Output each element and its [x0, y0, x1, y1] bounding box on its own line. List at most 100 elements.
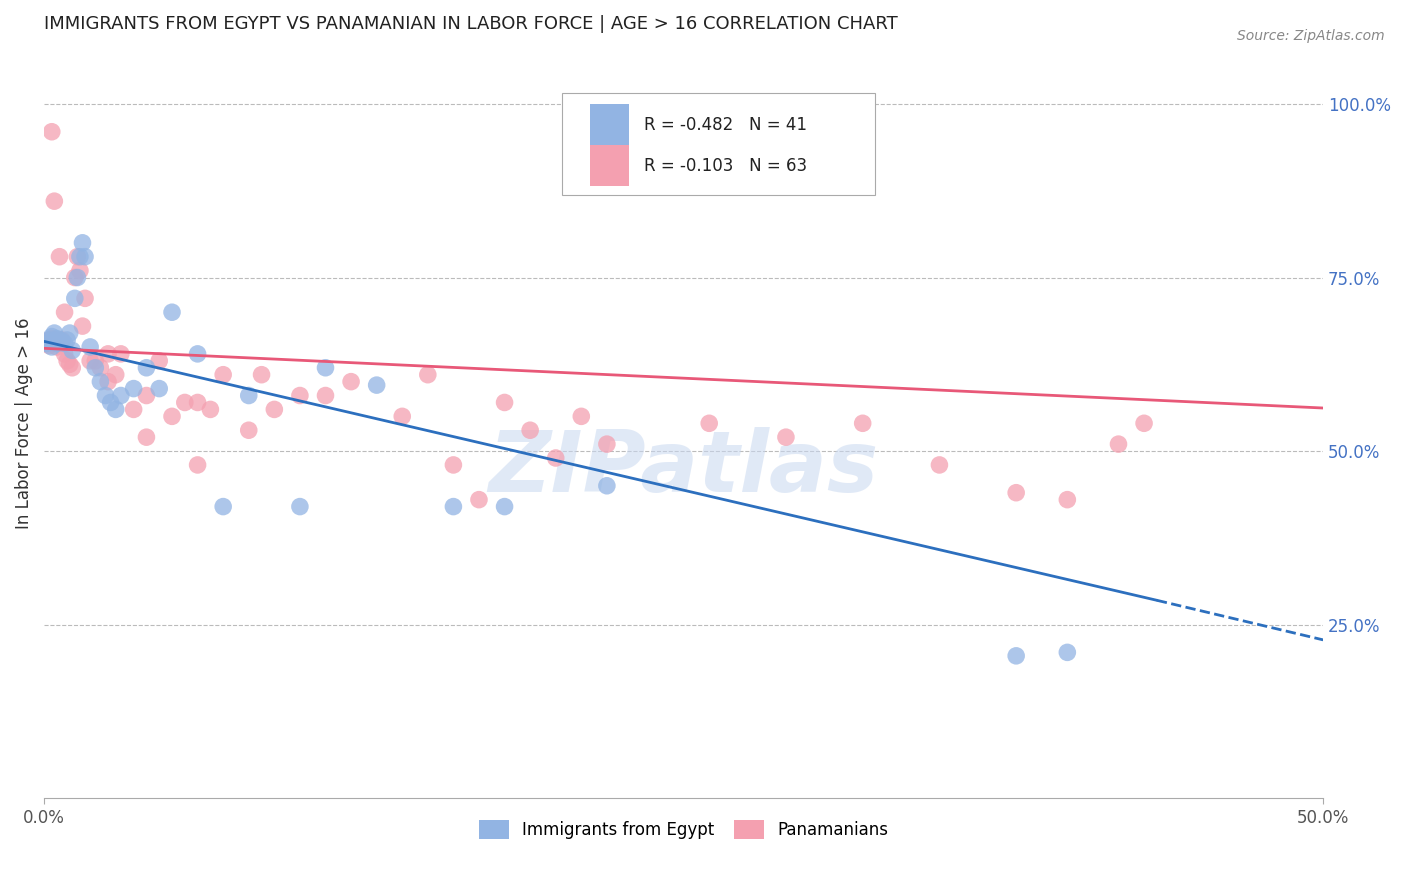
Point [66, 250, 89, 264]
Point [212, 500, 235, 514]
Point [288, 500, 311, 514]
Point [569, 409, 592, 424]
Point [79, 354, 101, 368]
Point [73, 291, 96, 305]
Point [48, 336, 70, 351]
Point [63, 270, 86, 285]
Point [41, 340, 63, 354]
Point [441, 500, 464, 514]
Point [494, 395, 516, 409]
Y-axis label: In Labor Force | Age > 16: In Labor Force | Age > 16 [15, 318, 32, 529]
Text: R = -0.103   N = 63: R = -0.103 N = 63 [644, 157, 807, 175]
Point [59, 357, 82, 371]
Point [852, 417, 875, 431]
Point [122, 382, 145, 396]
Point [200, 402, 222, 417]
Point [110, 388, 132, 402]
Point [104, 368, 127, 382]
Point [59, 326, 82, 340]
Point [391, 409, 413, 424]
Text: IMMIGRANTS FROM EGYPT VS PANAMANIAN IN LABOR FORCE | AGE > 16 CORRELATION CHART: IMMIGRANTS FROM EGYPT VS PANAMANIAN IN L… [44, 15, 898, 33]
Point [44, 333, 66, 347]
Point [56, 333, 79, 347]
Point [544, 450, 567, 465]
Point [94, 388, 117, 402]
Point [66, 270, 89, 285]
Text: R = -0.482   N = 41: R = -0.482 N = 41 [644, 116, 807, 134]
Point [44, 194, 66, 209]
Point [38, 333, 60, 347]
Point [238, 423, 260, 437]
Point [596, 479, 619, 493]
Point [53, 336, 76, 351]
Point [1108, 437, 1130, 451]
Point [73, 250, 96, 264]
FancyBboxPatch shape [562, 94, 876, 194]
Point [122, 402, 145, 417]
Point [135, 430, 157, 444]
Point [315, 388, 337, 402]
Point [84, 354, 107, 368]
Point [41, 329, 63, 343]
Point [110, 347, 132, 361]
Point [84, 360, 107, 375]
Bar [591, 104, 628, 145]
Point [340, 375, 363, 389]
Point [494, 500, 516, 514]
Point [38, 338, 60, 352]
Point [104, 402, 127, 417]
Point [775, 430, 797, 444]
Point [53, 305, 76, 319]
Point [519, 423, 541, 437]
Point [63, 291, 86, 305]
Point [160, 305, 183, 319]
Point [51, 334, 73, 349]
Point [1056, 645, 1078, 659]
Point [212, 368, 235, 382]
Point [72, 235, 94, 250]
Point [468, 492, 491, 507]
Point [160, 409, 183, 424]
Point [288, 388, 311, 402]
Point [89, 360, 111, 375]
Point [250, 368, 273, 382]
Point [596, 437, 619, 451]
Point [79, 340, 101, 354]
Point [135, 388, 157, 402]
Point [41, 332, 63, 346]
Point [928, 458, 950, 472]
Point [60, 360, 83, 375]
Point [44, 326, 66, 340]
Point [135, 360, 157, 375]
Point [366, 378, 388, 392]
Point [35, 336, 58, 351]
Point [187, 458, 209, 472]
Point [89, 375, 111, 389]
Point [72, 319, 94, 334]
Point [315, 360, 337, 375]
Point [1056, 492, 1078, 507]
Point [148, 354, 170, 368]
Point [48, 333, 70, 347]
Point [60, 343, 83, 358]
Point [1005, 485, 1028, 500]
Point [45, 336, 67, 351]
Point [1133, 417, 1156, 431]
Point [148, 382, 170, 396]
Point [53, 347, 76, 361]
Point [45, 333, 67, 347]
Point [44, 334, 66, 349]
Point [48, 250, 70, 264]
Point [187, 395, 209, 409]
Point [51, 334, 73, 349]
Point [97, 375, 120, 389]
Text: Source: ZipAtlas.com: Source: ZipAtlas.com [1237, 29, 1385, 43]
Point [51, 333, 73, 347]
Point [187, 347, 209, 361]
Point [441, 458, 464, 472]
Point [697, 417, 720, 431]
Point [238, 388, 260, 402]
Point [35, 336, 58, 351]
Point [263, 402, 285, 417]
Point [41, 125, 63, 139]
